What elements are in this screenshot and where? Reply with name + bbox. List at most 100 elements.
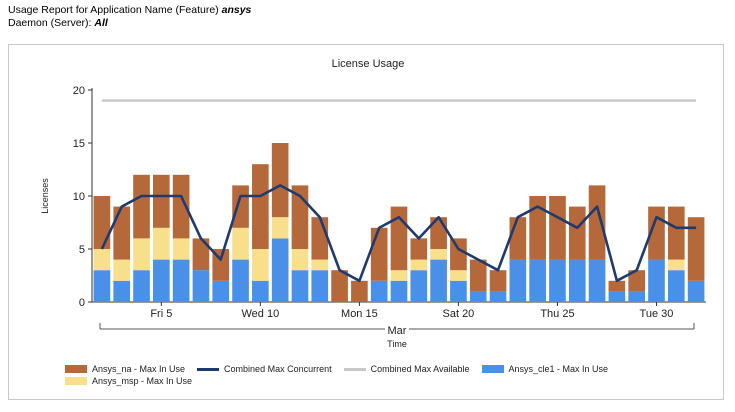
bar-segment-na: [252, 164, 269, 249]
bar-segment-cle1: [271, 238, 289, 302]
bar-segment-cle1: [410, 270, 428, 302]
bar-segment-cle1: [370, 280, 388, 302]
month-label-gap: [385, 323, 409, 335]
x-tick-label: Tue 30: [640, 308, 674, 320]
line-combined_line: [100, 184, 697, 283]
bar-segment-na: [113, 206, 131, 260]
x-tick-label: Thu 25: [540, 308, 574, 320]
bar-segment-na: [568, 206, 586, 260]
bar-segment-na: [628, 270, 645, 292]
bar-segment-cle1: [192, 270, 210, 302]
bar-segment-cle1: [212, 280, 230, 302]
feature-value: ansys: [221, 4, 252, 16]
legend-label-msp: Ansys_msp - Max In Use: [92, 376, 193, 386]
bar-segment-cle1: [509, 259, 527, 302]
bar-segment-cle1: [529, 259, 546, 302]
y-tick-label: 20: [73, 85, 85, 97]
legend-item-cle1: Ansys_cle1 - Max In Use: [481, 364, 609, 374]
legend-label-na: Ansys_na - Max In Use: [92, 364, 186, 374]
bar-segment-na: [489, 270, 507, 292]
x-axis-label: Time: [387, 339, 407, 349]
bar-segment-msp: [311, 259, 329, 271]
bar-segment-cle1: [628, 291, 645, 302]
bar-segment-msp: [667, 259, 685, 271]
bar-segment-na: [153, 174, 170, 228]
bar-segment-msp: [113, 259, 131, 281]
bar-segment-na: [529, 196, 546, 260]
x-tick-label: Wed 10: [241, 308, 279, 320]
bar-segment-cle1: [549, 259, 566, 302]
bar-segment-cle1: [489, 291, 507, 302]
y-tick-label: 15: [73, 138, 85, 150]
legend-row-1: Ansys_na - Max In Use Combined Max Concu…: [65, 363, 620, 375]
legend-item-na: Ansys_na - Max In Use: [65, 364, 185, 374]
bar-segment-msp: [172, 238, 190, 260]
chart-legend: Ansys_na - Max In Use Combined Max Concu…: [65, 363, 620, 387]
legend-swatch-combined-concurrent: [197, 367, 220, 371]
y-tick-label: 0: [79, 297, 85, 309]
bar-segment-msp: [133, 238, 150, 271]
bar-segment-na: [509, 217, 527, 260]
bar-segment-cle1: [450, 280, 467, 302]
chart-title: License Usage: [332, 58, 405, 70]
daemon-value: All: [94, 17, 108, 29]
bar-segment-msp: [271, 217, 289, 239]
bar-segment-na: [469, 259, 487, 292]
bar-segment-cle1: [648, 259, 665, 302]
bar-segment-cle1: [252, 280, 269, 302]
bar-segment-na: [351, 280, 368, 302]
daemon-prefix: Daemon (Server):: [8, 17, 92, 29]
bar-segment-cle1: [430, 259, 447, 302]
x-tick-label: Mon 15: [341, 308, 378, 320]
bar-segment-msp: [410, 259, 428, 271]
bar-segment-na: [133, 174, 150, 239]
bar-segment-msp: [430, 249, 447, 260]
bar-segment-na: [608, 280, 626, 292]
x-tick-label: Sat 20: [443, 308, 475, 320]
x-tick-label: Fri 5: [150, 308, 172, 320]
bar-segment-cle1: [153, 259, 170, 302]
bar-segment-cle1: [687, 280, 705, 302]
legend-label-cle1: Ansys_cle1 - Max In Use: [508, 364, 609, 374]
bar-segment-msp: [390, 270, 408, 281]
bar-segment-na: [192, 238, 210, 271]
month-label: Mar: [388, 325, 407, 337]
bar-segment-cle1: [113, 280, 131, 302]
report-title-line: Usage Report for Application Name (Featu…: [8, 4, 251, 17]
bar-segment-cle1: [172, 259, 190, 302]
bar-segment-na: [687, 217, 705, 281]
legend-swatch-msp: [65, 377, 87, 385]
legend-swatch-combined-available: [343, 367, 366, 371]
legend-item-combined-concurrent: Combined Max Concurrent: [197, 364, 332, 374]
bar-segment-na: [271, 143, 289, 218]
bar-segment-cle1: [93, 270, 111, 302]
bar-segment-cle1: [390, 280, 408, 302]
bar-segment-msp: [93, 249, 111, 271]
y-tick-label: 10: [73, 191, 85, 203]
bar-segment-na: [588, 185, 606, 260]
daemon-line: Daemon (Server): All: [8, 17, 251, 30]
bar-segment-cle1: [608, 291, 626, 302]
bar-segment-na: [370, 227, 388, 281]
bar-segment-cle1: [588, 259, 606, 302]
bar-segment-na: [232, 185, 249, 228]
bar-segment-na: [450, 238, 467, 271]
bar-segment-cle1: [469, 291, 487, 302]
legend-row-2: Ansys_msp - Max In Use: [65, 375, 620, 387]
bar-segment-na: [311, 217, 329, 260]
bar-segment-msp: [291, 249, 309, 271]
legend-swatch-na: [65, 365, 87, 373]
bar-segment-msp: [232, 227, 249, 260]
legend-item-msp: Ansys_msp - Max In Use: [65, 376, 192, 386]
legend-label-combined-available: Combined Max Available: [370, 364, 470, 374]
legend-swatch-cle1: [481, 365, 504, 373]
bar-segment-cle1: [232, 259, 249, 302]
bar-segment-cle1: [291, 270, 309, 302]
report-header: Usage Report for Application Name (Featu…: [8, 4, 251, 30]
bar-segment-na: [549, 196, 566, 260]
legend-label-combined-concurrent: Combined Max Concurrent: [224, 364, 332, 374]
bar-segment-msp: [450, 270, 467, 281]
bar-segment-na: [667, 206, 685, 260]
bar-segment-na: [410, 238, 428, 260]
